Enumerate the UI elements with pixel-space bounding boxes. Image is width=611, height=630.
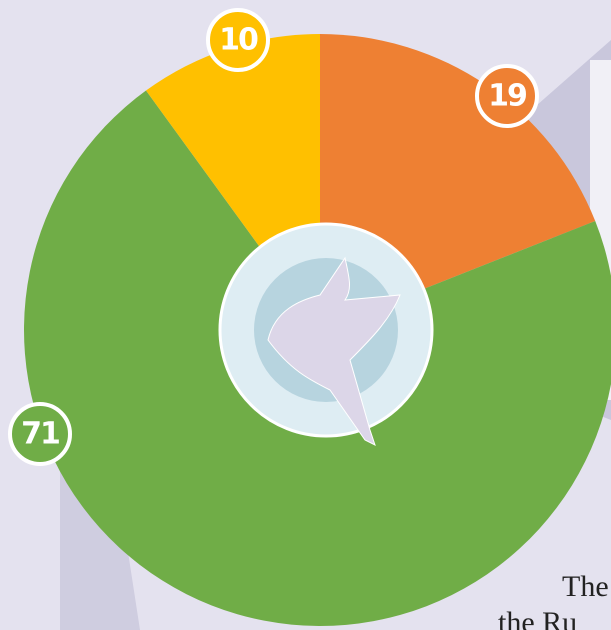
data-label: 19 xyxy=(488,79,526,114)
annotation: the Ru xyxy=(498,606,577,630)
data-label: 10 xyxy=(219,23,258,58)
label-badge xyxy=(8,402,72,466)
label-badge xyxy=(475,64,539,128)
label-badge xyxy=(206,8,270,72)
annotation: The xyxy=(562,570,609,603)
data-label: 71 xyxy=(21,417,59,452)
labels: 19 71 10 xyxy=(8,8,539,466)
dove-icon xyxy=(267,256,401,446)
